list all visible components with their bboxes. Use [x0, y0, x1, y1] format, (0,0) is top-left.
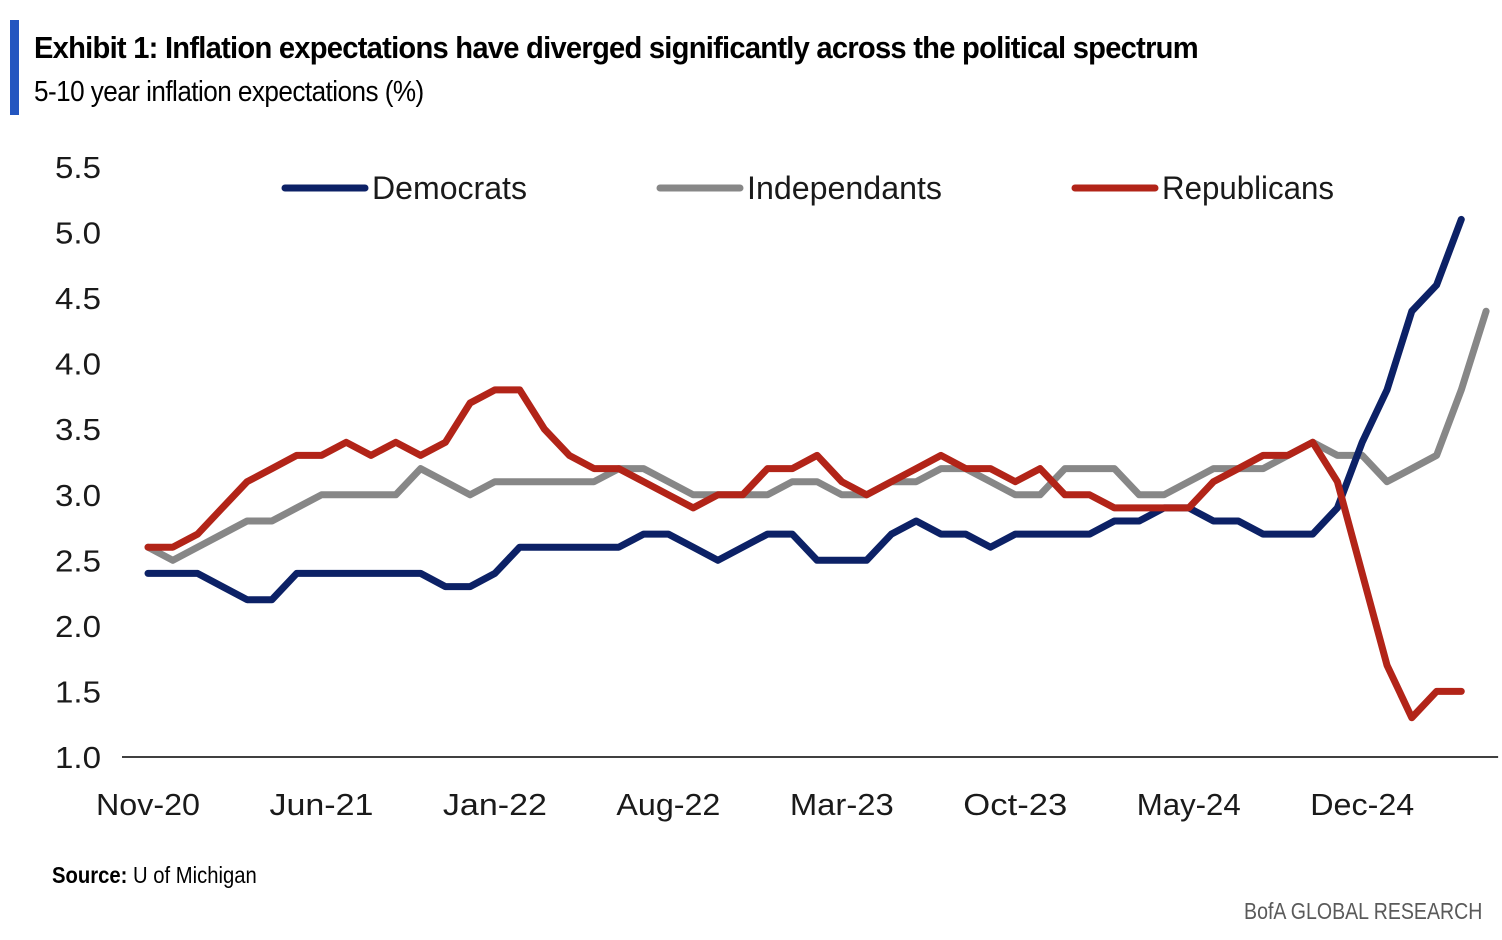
- y-tick-label: 1.0: [55, 740, 101, 775]
- series-line-democrats: [144, 215, 1465, 604]
- x-tick-label: Aug-22: [616, 787, 720, 822]
- y-tick-label: 5.5: [55, 150, 101, 185]
- x-axis: Nov-20 Jun-21 Jan-22 Aug-22 Mar-23 Oct-23 May-…: [96, 787, 1414, 822]
- y-tick-label: 4.5: [55, 281, 101, 316]
- legend-item-independants: Independants: [656, 170, 942, 206]
- title-accent-bar: [10, 20, 19, 115]
- source-note: Source: U of Michigan: [52, 862, 257, 889]
- series-lines: [144, 215, 1490, 722]
- x-tick-label: May-24: [1137, 787, 1241, 822]
- series-line-independants: [144, 307, 1490, 564]
- legend-label: Republicans: [1162, 170, 1334, 206]
- y-tick-label: 4.0: [55, 347, 101, 382]
- chart-title: Exhibit 1: Inflation expectations have d…: [34, 30, 1199, 65]
- source-label: Source:: [52, 862, 128, 888]
- y-tick-label: 5.0: [55, 216, 101, 251]
- chart-subtitle: 5-10 year inflation expectations (%): [34, 76, 424, 108]
- legend-item-democrats: Democrats: [281, 170, 527, 206]
- y-axis: 1.0 1.5 2.0 2.5 3.0 3.5 4.0 4.5 5.0 5.5: [55, 150, 101, 775]
- legend-item-republicans: Republicans: [1071, 170, 1334, 206]
- x-tick-label: Jun-21: [269, 787, 373, 822]
- y-tick-label: 3.5: [55, 412, 101, 447]
- y-tick-label: 2.0: [55, 609, 101, 644]
- x-tick-label: Jan-22: [443, 787, 547, 822]
- legend: Democrats Independants Republicans: [281, 170, 1334, 206]
- x-tick-label: Nov-20: [96, 787, 200, 822]
- y-tick-label: 1.5: [55, 674, 101, 709]
- brand-label: BofA GLOBAL RESEARCH: [1243, 898, 1482, 924]
- y-tick-label: 2.5: [55, 543, 101, 578]
- x-tick-label: Mar-23: [790, 787, 894, 822]
- source-value: U of Michigan: [132, 862, 257, 888]
- y-tick-label: 3.0: [55, 478, 101, 513]
- series-line-republicans: [144, 386, 1465, 722]
- legend-label: Independants: [747, 170, 942, 206]
- x-tick-label: Oct-23: [963, 787, 1067, 822]
- x-tick-label: Dec-24: [1310, 787, 1414, 822]
- legend-label: Democrats: [372, 170, 527, 206]
